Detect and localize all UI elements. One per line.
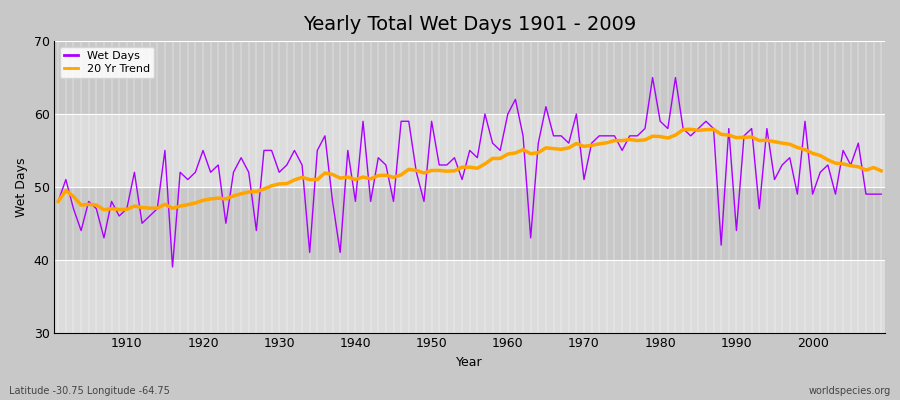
20 Yr Trend bbox=[601, 140, 612, 145]
Text: Latitude -30.75 Longitude -64.75: Latitude -30.75 Longitude -64.75 bbox=[9, 386, 170, 396]
X-axis label: Year: Year bbox=[456, 356, 483, 369]
Wet Days bbox=[876, 192, 886, 196]
Wet Days bbox=[289, 148, 300, 153]
Wet Days bbox=[502, 112, 513, 116]
Wet Days bbox=[601, 134, 612, 138]
Bar bbox=[54, 187, 885, 260]
Y-axis label: Wet Days: Wet Days bbox=[15, 157, 28, 216]
20 Yr Trend bbox=[876, 168, 886, 173]
20 Yr Trend bbox=[502, 152, 513, 156]
Wet Days bbox=[113, 214, 124, 218]
20 Yr Trend bbox=[685, 127, 696, 132]
20 Yr Trend bbox=[53, 199, 64, 204]
Wet Days bbox=[647, 75, 658, 80]
20 Yr Trend bbox=[510, 150, 521, 155]
20 Yr Trend bbox=[98, 207, 109, 212]
Wet Days bbox=[510, 97, 521, 102]
Line: Wet Days: Wet Days bbox=[58, 78, 881, 267]
Text: worldspecies.org: worldspecies.org bbox=[809, 386, 891, 396]
20 Yr Trend bbox=[289, 178, 300, 182]
Wet Days bbox=[335, 250, 346, 255]
Bar bbox=[54, 41, 885, 114]
Bar bbox=[54, 114, 885, 187]
20 Yr Trend bbox=[122, 207, 132, 212]
Wet Days bbox=[53, 199, 64, 204]
20 Yr Trend bbox=[335, 176, 346, 180]
Title: Yearly Total Wet Days 1901 - 2009: Yearly Total Wet Days 1901 - 2009 bbox=[303, 15, 636, 34]
Bar bbox=[54, 260, 885, 332]
Line: 20 Yr Trend: 20 Yr Trend bbox=[58, 129, 881, 210]
Legend: Wet Days, 20 Yr Trend: Wet Days, 20 Yr Trend bbox=[60, 47, 154, 78]
Wet Days bbox=[167, 265, 178, 270]
